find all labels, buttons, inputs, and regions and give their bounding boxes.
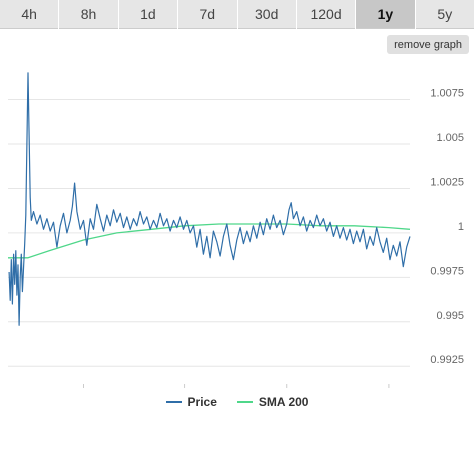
series-line-price <box>8 72 411 326</box>
legend-label-sma: SMA 200 <box>258 395 309 409</box>
tab-1y[interactable]: 1y <box>356 0 415 29</box>
remove-graph-button[interactable]: remove graph <box>387 35 469 54</box>
y-tick-label: 1.0025 <box>430 176 464 188</box>
tab-8h[interactable]: 8h <box>59 0 118 29</box>
time-range-tabs: 4h 8h 1d 7d 30d 120d 1y 5y <box>0 0 474 30</box>
y-tick-label: 1.005 <box>436 132 464 144</box>
tab-5y[interactable]: 5y <box>415 0 474 29</box>
tab-1d[interactable]: 1d <box>118 0 178 29</box>
tab-120d[interactable]: 120d <box>296 0 356 29</box>
chart-legend: Price SMA 200 <box>0 392 474 412</box>
y-tick-label: 1.0075 <box>430 88 464 100</box>
legend-swatch-sma <box>236 401 253 403</box>
y-tick-label: 0.9925 <box>430 354 464 366</box>
series-line-sma-200 <box>8 223 411 259</box>
tab-7d[interactable]: 7d <box>178 0 237 29</box>
tab-4h[interactable]: 4h <box>0 0 59 29</box>
y-tick-label: 1 <box>458 221 464 233</box>
y-tick-label: 0.995 <box>436 310 464 322</box>
legend-item-sma[interactable]: SMA 200 <box>236 395 309 409</box>
legend-item-price[interactable]: Price <box>165 395 217 409</box>
y-tick-label: 0.9975 <box>430 265 464 277</box>
tab-30d[interactable]: 30d <box>237 0 296 29</box>
legend-swatch-price <box>165 401 182 403</box>
legend-label-price: Price <box>187 395 217 409</box>
